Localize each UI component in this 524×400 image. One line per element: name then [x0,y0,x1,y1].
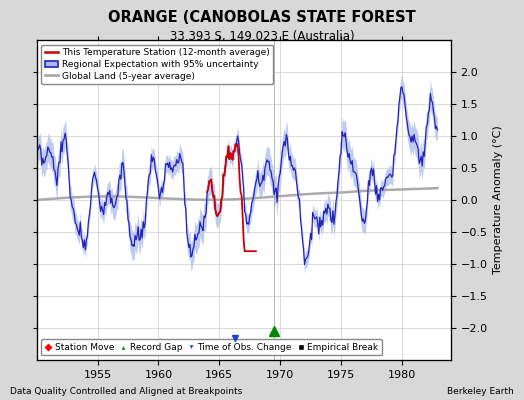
Text: ORANGE (CANOBOLAS STATE FOREST: ORANGE (CANOBOLAS STATE FOREST [108,10,416,25]
Text: 33.393 S, 149.023 E (Australia): 33.393 S, 149.023 E (Australia) [170,30,354,43]
Y-axis label: Temperature Anomaly (°C): Temperature Anomaly (°C) [493,126,503,274]
Text: Data Quality Controlled and Aligned at Breakpoints: Data Quality Controlled and Aligned at B… [10,387,243,396]
Text: Berkeley Earth: Berkeley Earth [447,387,514,396]
Legend: Station Move, Record Gap, Time of Obs. Change, Empirical Break: Station Move, Record Gap, Time of Obs. C… [41,339,382,356]
